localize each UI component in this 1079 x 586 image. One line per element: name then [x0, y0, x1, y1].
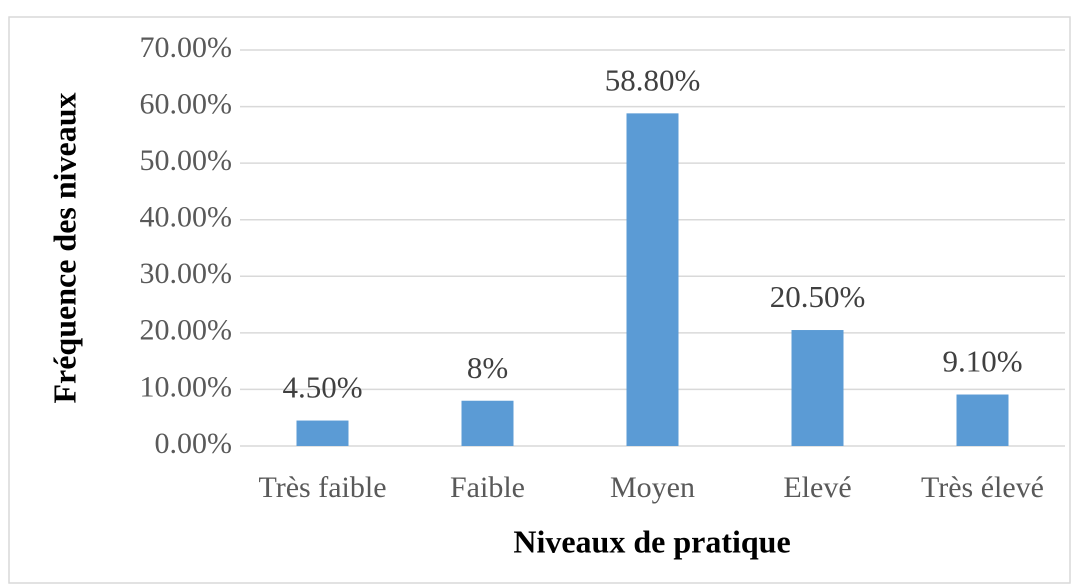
- bar: [956, 394, 1009, 446]
- x-tick-label: Moyen: [610, 471, 695, 504]
- x-tick-label: Elevé: [783, 471, 851, 504]
- data-label: 8%: [467, 350, 508, 385]
- bar: [461, 400, 514, 446]
- y-tick-label: 40.00%: [140, 201, 233, 234]
- y-axis-title: Fréquence des niveaux: [46, 92, 82, 403]
- data-label: 4.50%: [282, 370, 362, 405]
- data-label: 58.80%: [605, 62, 701, 97]
- bar: [791, 330, 844, 446]
- y-tick-label: 30.00%: [140, 257, 233, 290]
- bar: [296, 420, 349, 446]
- y-tick-label: 50.00%: [140, 144, 233, 177]
- data-label: 9.10%: [942, 344, 1022, 379]
- y-tick-label: 20.00%: [140, 314, 233, 347]
- x-tick-label: Faible: [450, 471, 525, 504]
- x-axis-title: Niveaux de pratique: [513, 523, 790, 559]
- data-label: 20.50%: [770, 279, 866, 314]
- bar: [626, 113, 679, 447]
- y-tick-label: 70.00%: [140, 31, 233, 64]
- x-tick-label: Très élevé: [921, 471, 1044, 504]
- chart-border: [8, 16, 1071, 584]
- y-tick-label: 60.00%: [140, 87, 233, 120]
- x-tick-label: Très faible: [258, 471, 386, 504]
- y-tick-label: 10.00%: [140, 370, 233, 403]
- y-tick-label: 0.00%: [155, 427, 233, 460]
